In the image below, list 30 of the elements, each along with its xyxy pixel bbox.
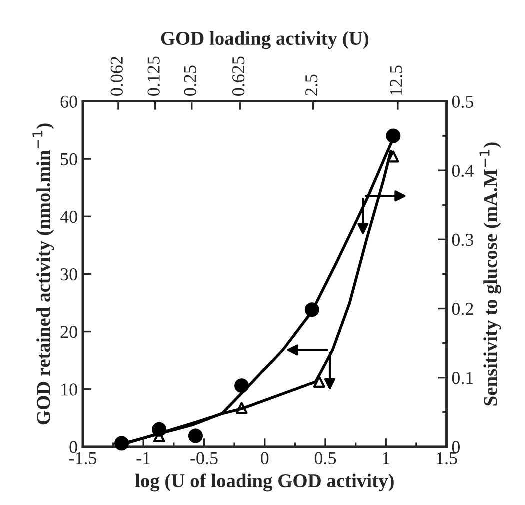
x2-tick-label: 0.062 <box>110 57 124 96</box>
y2-tick-label: 0.3 <box>452 234 474 246</box>
x2-tick-label: 0.125 <box>148 56 160 96</box>
y-tick-label: 0 <box>70 441 78 454</box>
y-axis-title: GOD retained activity (nmol.min$^{−1}$) <box>32 124 54 425</box>
x2-tick-label: 0.25 <box>184 66 196 96</box>
y-tick-label: 40 <box>60 210 78 224</box>
x-tick-label: 0 <box>261 452 269 464</box>
y2-axis-title: Sensitivity to glucose (mA.M$^{−1}$) <box>480 142 502 406</box>
y2-tick-label: 0.5 <box>452 96 474 108</box>
x2-axis-title: GOD loading activity (U) <box>161 31 369 50</box>
x-tick-label: -1 <box>136 452 150 464</box>
y-tick-label: 50 <box>61 153 78 166</box>
y2-tick-label: 0 <box>452 441 460 454</box>
x-axis-title: log (U of loading GOD activity) <box>135 474 394 492</box>
y-tick-label: 30 <box>60 268 78 281</box>
y-tick-label: 10 <box>62 384 78 396</box>
y2-tick-label: 0.2 <box>452 303 474 316</box>
y2-tick-label: 0.4 <box>452 164 474 178</box>
y2-tick-label: 0.1 <box>452 372 474 384</box>
x-tick-label: 0.5 <box>314 452 336 465</box>
x-tick-label: -1.5 <box>69 452 97 465</box>
x2-tick-label: 12.5 <box>390 66 403 96</box>
y-tick-label: 20 <box>60 326 78 338</box>
y-tick-label: 60 <box>60 96 78 108</box>
x-tick-label: -0.5 <box>190 452 218 465</box>
x-tick-label: 1 <box>383 452 390 464</box>
x2-tick-label: 0.625 <box>232 56 245 96</box>
x2-tick-label: 2.5 <box>306 74 318 96</box>
x-tick-label: 1.5 <box>437 452 458 465</box>
